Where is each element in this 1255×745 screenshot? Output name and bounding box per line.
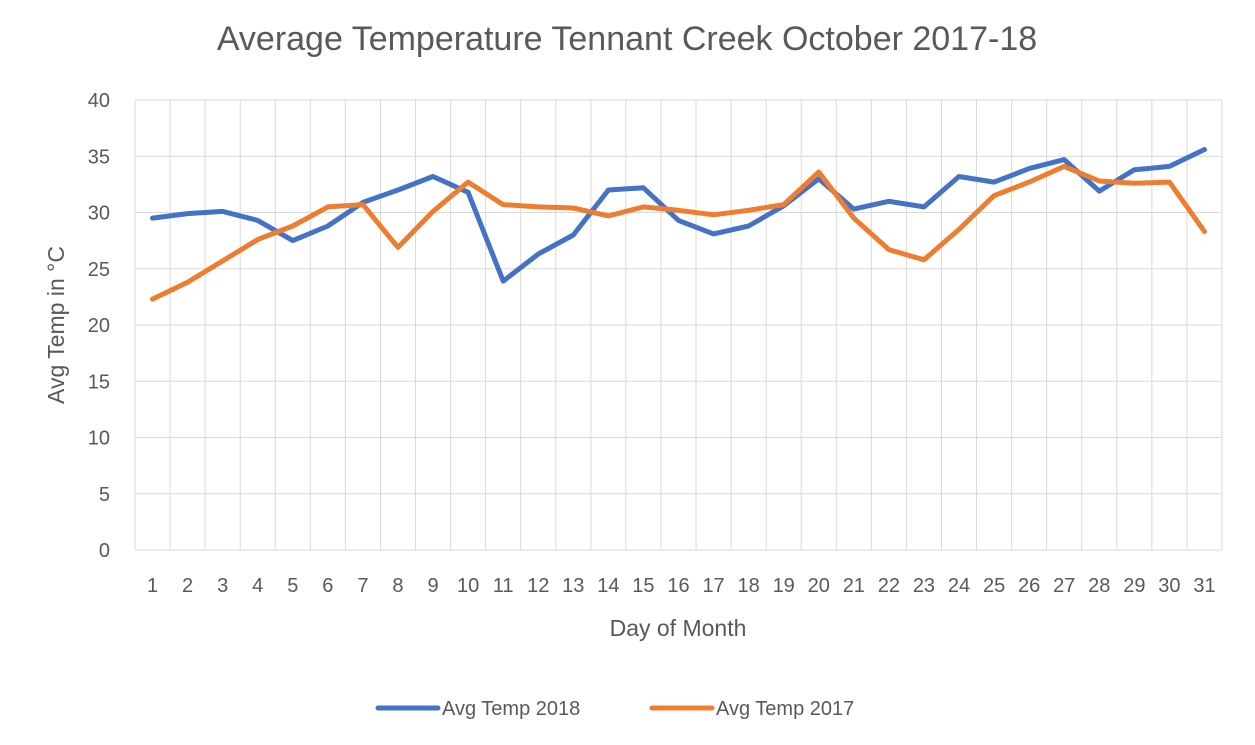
x-tick-label: 4 [252,575,263,597]
x-tick-label: 19 [773,575,795,597]
y-tick-label: 0 [99,540,110,562]
x-tick-label: 13 [562,575,584,597]
x-axis-title: Day of Month [610,615,747,641]
series-line-avg-temp-2018 [150,147,1207,284]
x-tick-label: 31 [1193,575,1215,597]
x-tick-label: 16 [667,575,689,597]
y-axis-title: Avg Temp in °C [43,246,69,404]
x-tick-label: 29 [1123,575,1145,597]
x-tick-label: 7 [357,575,368,597]
legend-label-2017: Avg Temp 2017 [716,698,854,720]
y-tick-label: 25 [88,259,110,281]
x-tick-label: 25 [983,575,1005,597]
x-tick-label: 6 [322,575,333,597]
x-tick-label: 5 [287,575,298,597]
x-tick-label: 28 [1088,575,1110,597]
gridlines [134,99,1223,551]
x-tick-label: 23 [913,575,935,597]
series-lines [150,147,1207,302]
x-tick-label: 14 [597,575,619,597]
y-tick-label: 5 [99,484,110,506]
x-axis-ticks: 1 2 3 4 5 6 7 8 9 10 11 12 13 14 15 16 17 18 19 20 21 22 23 24 2… [147,575,1216,597]
x-tick-label: 15 [632,575,654,597]
x-tick-label: 2 [182,575,193,597]
x-tick-label: 12 [527,575,549,597]
y-tick-label: 15 [88,371,110,393]
x-tick-label: 21 [843,575,865,597]
y-tick-label: 20 [88,315,110,337]
y-tick-label: 35 [88,146,110,168]
x-tick-label: 27 [1053,575,1075,597]
x-tick-label: 24 [948,575,970,597]
y-tick-label: 30 [88,203,110,225]
x-tick-label: 18 [738,575,760,597]
x-tick-label: 20 [808,575,830,597]
chart-title: Average Temperature Tennant Creek Octobe… [217,20,1037,58]
x-tick-label: 1 [147,575,158,597]
legend-label-2018: Avg Temp 2018 [442,698,580,720]
x-tick-label: 22 [878,575,900,597]
legend: Avg Temp 2018 Avg Temp 2017 [375,698,854,720]
y-tick-label: 40 [88,90,110,112]
y-tick-label: 10 [88,428,110,450]
x-tick-label: 30 [1158,575,1180,597]
x-tick-label: 26 [1018,575,1040,597]
x-tick-label: 8 [392,575,403,597]
x-tick-label: 10 [457,575,479,597]
y-axis-ticks: 0 5 10 15 20 25 30 35 40 [88,90,110,562]
x-tick-label: 9 [427,575,438,597]
series-line-avg-temp-2017 [150,163,1207,302]
x-tick-label: 3 [217,575,228,597]
x-tick-label: 11 [493,575,514,597]
x-tick-label: 17 [702,575,724,597]
